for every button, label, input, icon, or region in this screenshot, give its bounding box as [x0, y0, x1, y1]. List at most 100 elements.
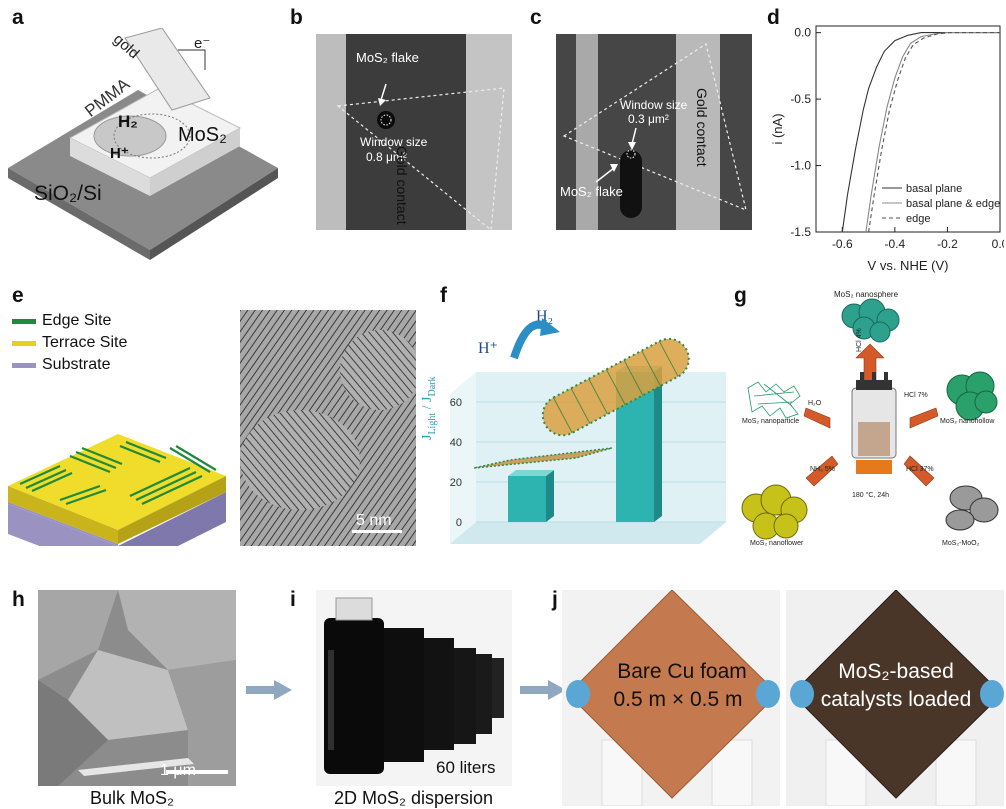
front-bottle — [324, 618, 384, 774]
x-axis-label: V vs. NHE (V) — [868, 258, 949, 273]
y-tick-label: -0.5 — [790, 92, 811, 106]
chart-ticks: 0 20 40 60 — [450, 397, 462, 529]
legend-item: Edge Site — [12, 310, 127, 332]
chart-axes: 0.0 -0.5 -1.0 -1.5 -0.6 -0.4 -0.2 0.0 V vs. NHE … — [770, 25, 1004, 273]
cond-bottom-right: HCl 37% — [906, 466, 934, 473]
bar-side-2 — [654, 366, 662, 522]
electron-label: e⁻ — [194, 35, 211, 52]
x-tick-label: -0.4 — [885, 237, 906, 251]
catalyst-line1: MoS₂-based — [838, 660, 954, 683]
catalyst-foam-scene — [790, 590, 1004, 806]
cu-foam-photo — [562, 590, 780, 806]
window-title-c: Window size — [620, 98, 688, 112]
panel-label-i: i — [290, 588, 296, 611]
panel-label-j: j — [552, 588, 558, 611]
substrate-side-left — [8, 168, 150, 260]
chart-legend: basal plane basal plane & edge edge — [882, 183, 1000, 225]
window-title-b: Window size — [360, 135, 428, 149]
substrate-side-right — [150, 168, 278, 260]
f-ylabel: JLight / JDark — [420, 376, 438, 440]
electron-path — [178, 49, 206, 70]
autoclave — [851, 372, 897, 474]
terrace-top — [8, 434, 226, 530]
bar-side-1 — [546, 470, 554, 522]
panel-label-c: c — [530, 6, 542, 29]
panel-label-b: b — [290, 6, 303, 29]
process-arrow-1 — [246, 680, 292, 700]
sem-image-c — [556, 34, 752, 230]
legend-label: basal plane & edge — [906, 198, 1000, 210]
polarization-chart: 0.0 -0.5 -1.0 -1.5 -0.6 -0.4 -0.2 0.0 V vs. NHE … — [770, 25, 1004, 273]
scalebar-label-h: 1 μm — [160, 762, 196, 779]
nanosheet — [474, 448, 612, 468]
legend-label: Edge Site — [42, 312, 112, 329]
contact-label-b: Gold contact — [394, 146, 410, 225]
h2-label: H₂ — [118, 112, 138, 131]
mos2-lattice — [113, 113, 191, 159]
photocurrent-bar-chart: 0 20 40 60 — [450, 318, 726, 544]
dispersion-photo — [316, 590, 512, 786]
gold-electrode — [124, 28, 211, 111]
catalyst-foam-photo — [786, 590, 1004, 806]
flake-outline-b — [336, 83, 505, 230]
panel-label-a: a — [12, 6, 24, 29]
label-nanoparticle: MoS₂ nanoparticle — [742, 418, 800, 425]
label-mos2-moo2: MoS₂-MoO₂ — [942, 540, 980, 547]
arrow-bottom-left — [805, 455, 839, 487]
left-glove — [566, 680, 590, 708]
catalyst-line2: catalysts loaded — [820, 688, 972, 711]
reactor-condition: 180 °C, 24h — [852, 492, 890, 499]
gold-strip-right-c — [676, 34, 720, 230]
legend-swatch — [12, 318, 36, 324]
cond-left: H₂O — [808, 400, 822, 407]
panel-label-d: d — [767, 6, 780, 29]
cond-top: HCl 4% — [856, 328, 863, 352]
gold-strip-right — [466, 34, 512, 230]
window-value-c: 0.3 μm² — [628, 112, 669, 126]
bar-top-1 — [508, 470, 554, 476]
legend-item: Terrace Site — [12, 332, 127, 354]
label-nanosphere: MoS₂ nanosphere — [834, 290, 899, 299]
arrow-left — [803, 407, 831, 429]
morphology-scheme — [741, 298, 999, 540]
arrow-bottom-right — [903, 455, 935, 487]
cond-right: HCl 7% — [904, 392, 928, 399]
y-tick-label: -1.0 — [790, 159, 811, 173]
legend-swatch — [12, 340, 36, 346]
tem-fringes — [240, 310, 416, 546]
mos2-moo2-structure — [945, 485, 999, 531]
legend-label: edge — [906, 213, 930, 225]
tem-image — [240, 310, 416, 546]
volume-label: 60 liters — [436, 758, 496, 777]
y-tick-label: 40 — [450, 437, 462, 449]
panel-label-f: f — [440, 284, 447, 307]
legend-label: basal plane — [906, 183, 962, 195]
edge-terrace-schematic — [8, 434, 226, 546]
scalebar-h — [166, 770, 228, 774]
contact-label-c: Gold contact — [694, 88, 710, 167]
panel-label-h: h — [12, 588, 25, 611]
chart-series — [841, 32, 1000, 233]
chart-floor — [450, 522, 726, 544]
flake-label-b: MoS₂ flake — [356, 50, 419, 65]
arrow-right — [909, 407, 939, 429]
x-tick-label: -0.2 — [937, 237, 958, 251]
heater — [856, 460, 892, 474]
flake-label-c: MoS₂ flake — [560, 184, 623, 199]
terrace-side-right — [118, 476, 226, 544]
x-tick-label: -0.6 — [832, 237, 853, 251]
right-glove-k — [980, 680, 1004, 708]
label-nanoflower: MoS₂ nanoflower — [750, 540, 804, 547]
y-tick-label: -1.5 — [790, 225, 811, 239]
cu-foam-scene — [566, 590, 780, 806]
edge-sites — [19, 440, 217, 506]
device-schematic — [8, 28, 278, 260]
legend-item: Substrate — [12, 354, 127, 376]
terrace-side-left — [8, 486, 118, 544]
h-plus-label-f: H⁺ — [478, 340, 498, 357]
nanohollow — [946, 371, 998, 421]
scalebar-e — [352, 530, 402, 533]
left-glove-k — [790, 680, 814, 708]
nanoparticle — [747, 381, 801, 419]
mos2-label: MoS₂ — [178, 124, 227, 146]
